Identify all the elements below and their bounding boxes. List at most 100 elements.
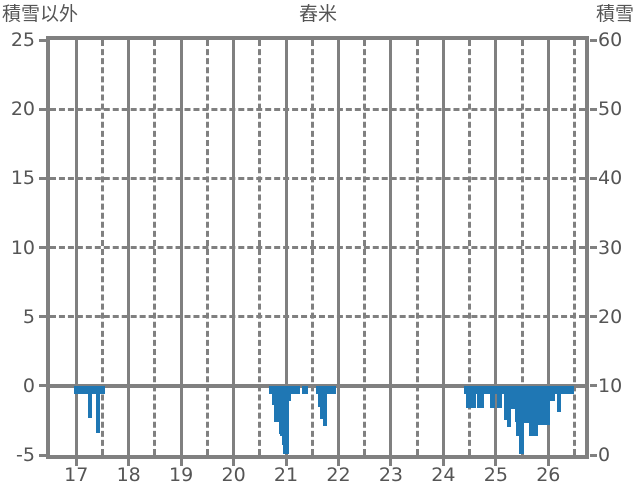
vertical-gridline-major [336, 40, 340, 455]
bar [472, 385, 477, 408]
bar [87, 385, 92, 418]
vertical-gridline-major [494, 40, 498, 455]
vertical-gridline-minor [310, 40, 314, 455]
vertical-gridline-minor [573, 40, 576, 455]
y-tick-right [590, 107, 597, 111]
horizontal-gridline [50, 176, 585, 180]
plot-inner [50, 40, 585, 455]
horizontal-gridline [50, 315, 585, 319]
y-tick-label-left: 0 [22, 374, 35, 397]
y-tick-right [590, 38, 597, 42]
bar [565, 385, 570, 395]
bar [83, 385, 88, 395]
y-tick-label-right: 50 [598, 98, 623, 121]
vertical-gridline-minor [468, 40, 472, 455]
y-tick-left [39, 38, 46, 42]
x-tick [546, 459, 550, 466]
vertical-gridline-minor [520, 40, 524, 455]
y-tick-right [590, 315, 597, 319]
bar [497, 385, 502, 408]
bar [494, 385, 499, 395]
x-tick [127, 459, 131, 466]
vertical-gridline-major [441, 40, 445, 455]
y-tick-label-left: 25 [10, 29, 35, 51]
y-tick-label-left: 20 [10, 98, 35, 121]
bar [486, 385, 491, 395]
plot-area [46, 36, 589, 459]
x-tick-label: 23 [378, 464, 404, 486]
bar [325, 385, 331, 395]
bar [491, 385, 496, 408]
y-tick-left [39, 453, 46, 457]
vertical-gridline-minor [100, 40, 104, 455]
y-tick-right [590, 246, 597, 249]
x-tick-label: 18 [116, 464, 141, 486]
y-tick-left [39, 107, 46, 111]
bar [569, 385, 574, 395]
bar [557, 385, 562, 413]
y-tick-label-right: 0 [598, 444, 611, 466]
bar [467, 385, 472, 408]
vertical-gridline-minor [205, 40, 209, 455]
y-tick-label-right: 40 [598, 167, 623, 190]
x-tick [284, 459, 288, 466]
y-tick-right [590, 176, 597, 180]
x-tick-label: 25 [483, 464, 508, 486]
y-tick-label-left: 15 [10, 167, 35, 190]
bar [303, 385, 309, 395]
bar [322, 385, 327, 426]
x-tick-label: 24 [431, 464, 456, 486]
vertical-gridline-major [389, 40, 393, 455]
y-tick-left [39, 384, 46, 388]
vertical-gridline-minor [415, 40, 419, 455]
bar [552, 385, 557, 395]
y-tick-left [39, 246, 46, 249]
y-tick-label-left: -5 [16, 444, 35, 466]
bar [286, 385, 291, 402]
bar [284, 385, 290, 455]
bar [291, 385, 296, 395]
bar [95, 385, 100, 433]
x-tick [336, 459, 340, 466]
y-tick-right [590, 384, 597, 388]
x-tick [389, 459, 393, 466]
vertical-gridline-major [284, 40, 288, 455]
bar [558, 385, 563, 395]
x-tick-label: 20 [221, 464, 246, 486]
x-tick-label: 22 [326, 464, 351, 486]
x-tick [494, 459, 498, 466]
x-tick [232, 459, 236, 466]
y-tick-right [590, 453, 597, 457]
bar [332, 385, 337, 395]
x-tick-label: 19 [169, 464, 194, 486]
y-tick-label-right: 20 [598, 305, 623, 328]
y-tick-label-right: 10 [598, 374, 623, 397]
vertical-gridline-major [179, 40, 183, 455]
y-tick-label-right: 30 [598, 236, 623, 259]
vertical-gridline-major [546, 40, 550, 455]
y-tick-label-right: 60 [598, 29, 623, 51]
y-tick-left [39, 176, 46, 180]
left-axis-caption: 積雪以外 [2, 3, 79, 25]
x-tick-label: 17 [64, 464, 89, 486]
vertical-gridline-minor [153, 40, 157, 455]
vertical-gridline-major [232, 40, 236, 455]
right-axis-caption: 積雪 [595, 3, 634, 25]
vertical-gridline-minor [258, 40, 262, 455]
horizontal-gridline [50, 107, 585, 111]
vertical-gridline-major [74, 40, 78, 455]
bar [100, 385, 105, 395]
y-tick-label-left: 10 [10, 236, 35, 259]
vertical-gridline-minor [363, 40, 367, 455]
bar [483, 385, 488, 395]
x-tick-label: 21 [273, 464, 299, 486]
bar [89, 385, 94, 395]
x-tick [179, 459, 183, 466]
y-tick-label-left: 5 [22, 305, 35, 328]
bar [546, 385, 551, 425]
x-tick [74, 459, 78, 466]
x-tick [441, 459, 445, 466]
y-tick-left [39, 315, 46, 319]
x-tick-label: 26 [536, 464, 561, 486]
